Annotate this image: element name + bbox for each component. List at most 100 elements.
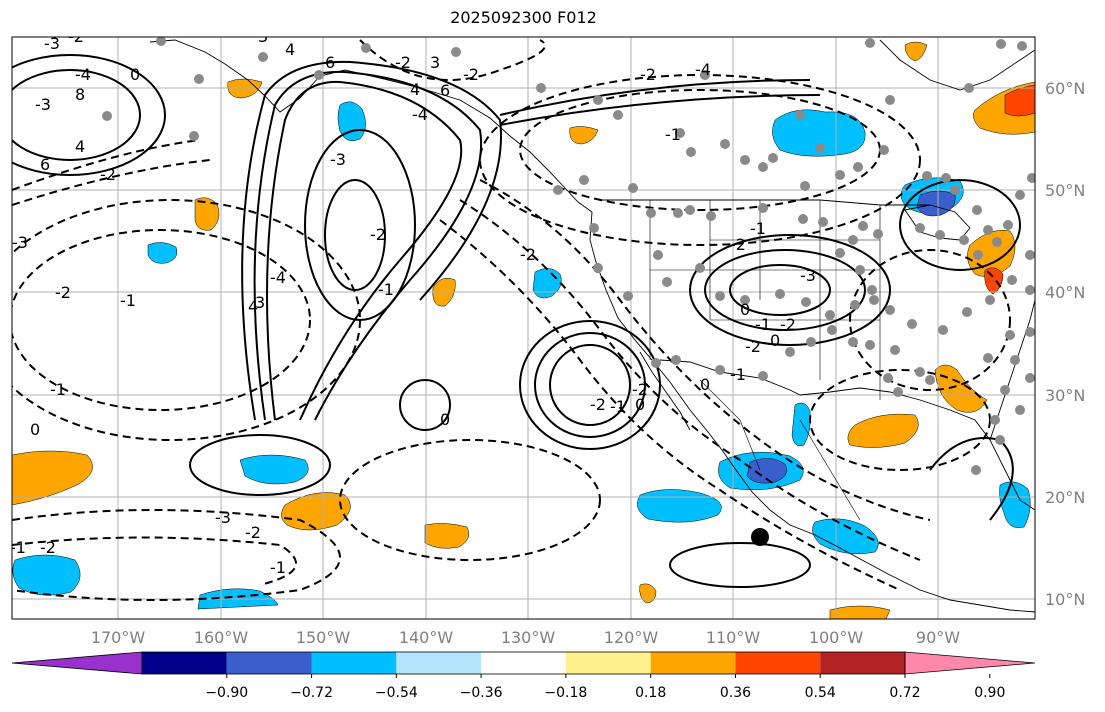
observation-dot xyxy=(858,221,868,231)
observation-dot xyxy=(971,465,981,475)
shade-royal-mexico xyxy=(746,458,787,484)
observation-dot xyxy=(156,37,166,46)
contour-high-plains-1 xyxy=(729,264,831,316)
coast-hudson xyxy=(879,39,1035,91)
contour-neg-east xyxy=(849,249,1011,391)
contour-label: 4 xyxy=(285,40,295,59)
contour-dashed-layer xyxy=(12,39,1011,601)
observation-dot xyxy=(1017,41,1027,51)
contour-high-offshore-1 xyxy=(549,344,631,426)
lon-axis: 170°W 160°W 150°W 140°W 130°W 120°W 110°W 100°W… xyxy=(91,628,960,647)
contour-label: -2 xyxy=(780,315,796,334)
shade-orange-small2 xyxy=(639,583,657,604)
observation-dot xyxy=(950,185,960,195)
contour-label: -3 xyxy=(44,34,60,53)
border-states xyxy=(649,200,881,400)
contour-label: -2 xyxy=(640,65,656,84)
contour-label: -2 xyxy=(632,380,648,399)
contour-label: -3 xyxy=(12,233,28,252)
contour-label: -3 xyxy=(35,95,51,114)
contour-label: -3 xyxy=(800,266,816,285)
contour-label: -3 xyxy=(215,508,231,527)
contour-label: 3 xyxy=(258,27,268,46)
contour-greatlakes-low xyxy=(899,179,1021,271)
contour-zero-pac xyxy=(399,379,451,431)
observation-dot xyxy=(553,185,563,195)
observation-dot xyxy=(848,337,858,347)
lon-tick-label: 130°W xyxy=(501,628,556,647)
observation-dot xyxy=(758,371,768,381)
contour-label: -4 xyxy=(75,65,91,84)
observation-dot xyxy=(720,139,730,149)
colorbar-segment xyxy=(142,652,227,674)
observation-dot xyxy=(890,345,900,355)
contour-label: -1 xyxy=(730,365,746,384)
contour-north-jet-1 xyxy=(499,79,811,116)
contour-label: 0 xyxy=(130,65,140,84)
observation-dot xyxy=(651,358,661,368)
observation-dot xyxy=(740,155,750,165)
contour-label: -2 xyxy=(590,395,606,414)
observation-dot xyxy=(758,203,768,213)
contour-label: -1 xyxy=(10,538,26,557)
observation-dot xyxy=(925,375,935,385)
contour-label: -4 xyxy=(412,105,428,124)
observation-dot xyxy=(983,225,993,235)
observation-dot xyxy=(867,285,877,295)
observation-dot xyxy=(853,162,863,172)
shade-blue-central-am xyxy=(812,518,879,554)
observation-dot xyxy=(850,300,860,310)
coast-westus xyxy=(589,211,1035,613)
contour-label: -2 xyxy=(55,283,71,302)
contour-alaska-low xyxy=(12,69,141,161)
observation-dot xyxy=(623,291,633,301)
figure-title: 2025092300 F012 xyxy=(450,8,597,27)
contour-neg-trough-1 xyxy=(479,179,931,521)
observation-dot xyxy=(855,265,865,275)
contour-label: -2 xyxy=(40,538,56,557)
lat-tick-label: 10°N xyxy=(1045,590,1085,609)
observation-dot xyxy=(1007,275,1017,285)
observation-dot xyxy=(990,415,1000,425)
observation-dot xyxy=(798,214,808,224)
observation-dot xyxy=(795,110,805,120)
observation-dot xyxy=(593,95,603,105)
observation-dot xyxy=(700,70,710,80)
contour-label: -3 xyxy=(330,150,346,169)
shade-blue-hawaii-n xyxy=(239,454,309,485)
observation-dot xyxy=(915,367,925,377)
observation-dot xyxy=(1025,285,1035,295)
observation-dot xyxy=(579,175,589,185)
observation-dot xyxy=(883,373,893,383)
colorbar-tick-labels: −0.90 −0.72 −0.54 −0.36 −0.18 0.18 0.36 0.54 0.7… xyxy=(205,685,1005,701)
lat-tick-label: 50°N xyxy=(1045,181,1085,200)
colorbar-segment xyxy=(820,652,905,674)
observation-dot xyxy=(907,319,917,329)
shade-blue-baja xyxy=(791,402,811,447)
colorbar-segment xyxy=(735,652,821,674)
contour-label: 8 xyxy=(75,85,85,104)
observation-dot xyxy=(706,211,716,221)
lat-tick-label: 60°N xyxy=(1045,79,1085,98)
lon-tick-label: 120°W xyxy=(604,628,659,647)
shade-red-hudson xyxy=(1004,84,1035,117)
contour-ridge-2 xyxy=(253,70,483,421)
contour-label: -2 xyxy=(100,165,116,184)
colorbar-segment xyxy=(311,652,397,674)
observation-dot xyxy=(865,38,875,48)
colorbar-extend-min xyxy=(11,651,143,675)
contour-hawaii-high xyxy=(189,434,331,496)
colorbar-tick-label: 0.18 xyxy=(635,685,666,701)
observation-dot xyxy=(695,263,705,273)
storm-center-marker xyxy=(751,528,769,546)
observation-dot xyxy=(1003,220,1013,230)
observation-dot xyxy=(873,229,883,239)
observation-dot xyxy=(258,52,268,62)
contour-label: -1 xyxy=(755,315,771,334)
shade-blue-canada-1 xyxy=(772,109,866,157)
observation-dot xyxy=(806,337,816,347)
contour-label: -1 xyxy=(665,125,681,144)
contour-label: -2 xyxy=(68,27,84,46)
shade-orange-mid xyxy=(194,197,220,231)
